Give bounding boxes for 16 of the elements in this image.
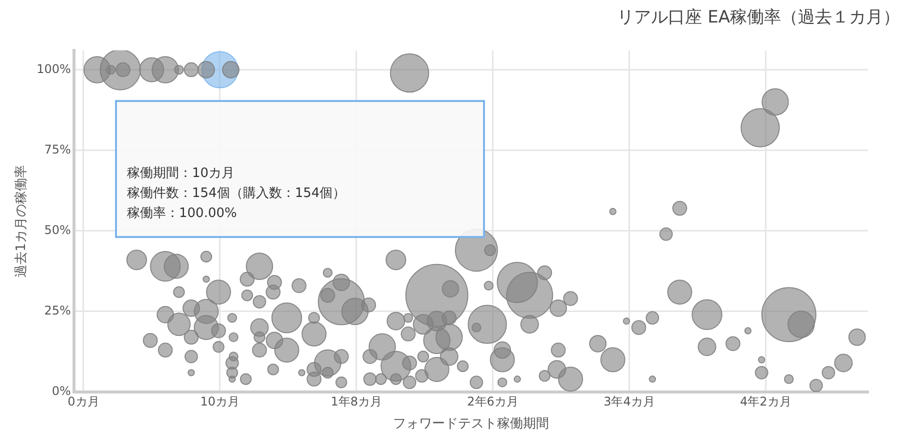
x-tick-label: 10カ月: [200, 394, 240, 408]
annotation: 稼働率：100.00%: [127, 205, 238, 223]
x-tick-label: 2年6カ月: [467, 394, 518, 408]
x-tick-label: 1年8カ月: [330, 394, 382, 408]
tooltip-box: 稼働期間：10カ月 稼働件数：154個（購入数：154個） 稼働率：100.00%: [115, 100, 485, 238]
x-tick-label: 3年4カ月: [604, 394, 655, 408]
annotation: 稼働件数：154個（購入数：154個）: [127, 185, 347, 203]
y-tick-label: 25%: [44, 304, 71, 318]
y-tick-label: 100%: [36, 62, 71, 76]
y-tick-label: 75%: [44, 142, 71, 156]
y-axis-title: 過去1カ月の稼働率: [13, 165, 30, 278]
x-axis-title: フォワードテスト稼働期間: [392, 416, 549, 432]
x-tick-label: 4年2カ月: [740, 394, 792, 408]
chart-title: リアル口座 EA稼働率（過去１カ月）: [617, 8, 900, 28]
annotation: 稼働期間：10カ月: [127, 165, 236, 183]
y-tick-label: 50%: [44, 222, 71, 237]
